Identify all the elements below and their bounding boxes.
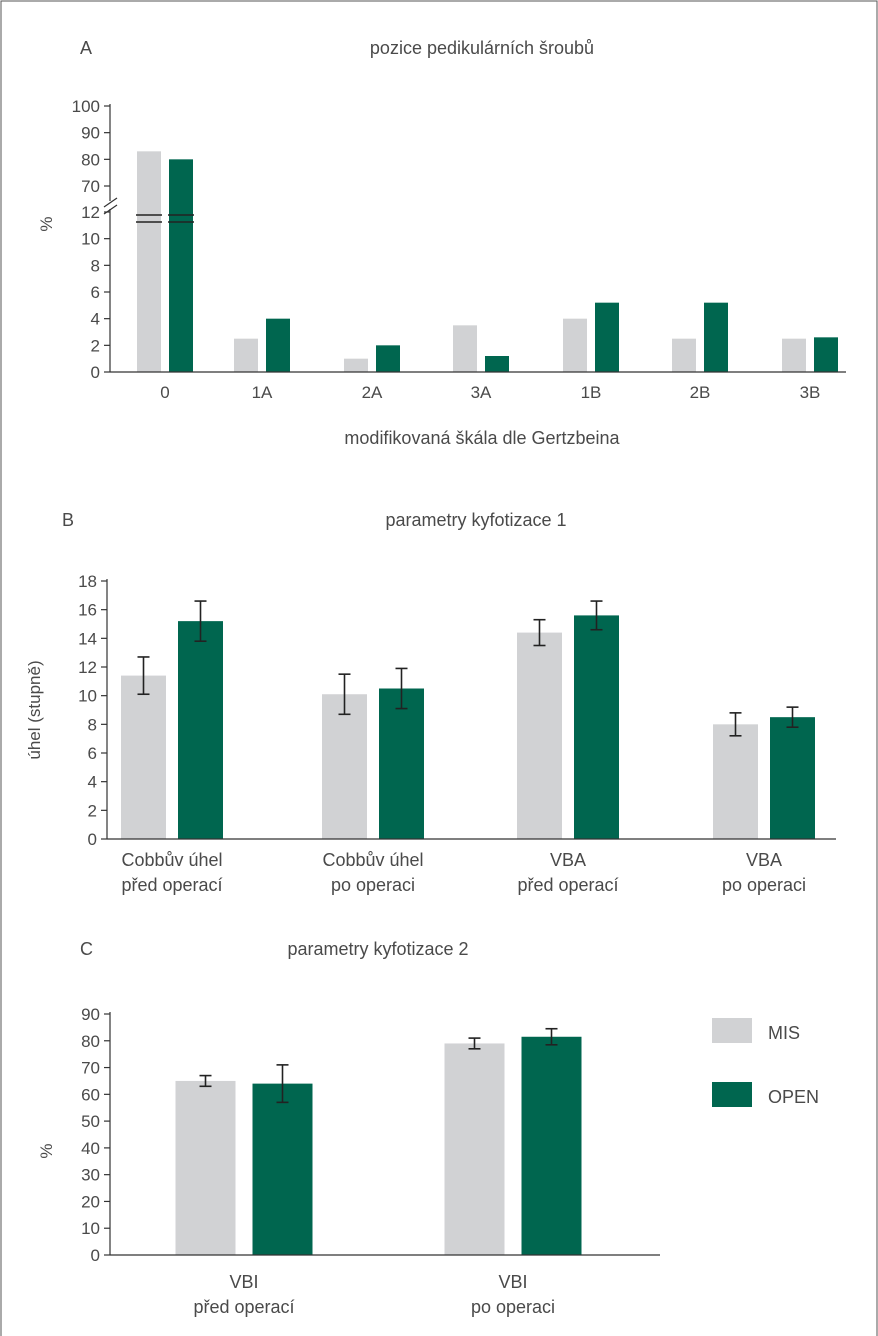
bar-mis <box>713 724 758 839</box>
y-tick-label: 100 <box>72 97 100 116</box>
y-tick-label: 16 <box>78 601 97 620</box>
y-tick-label: 40 <box>81 1139 100 1158</box>
y-tick-label: 90 <box>81 1005 100 1024</box>
bar-open-1a <box>266 318 290 372</box>
legend-swatch-mis <box>712 1018 752 1043</box>
y-tick-label: 10 <box>78 687 97 706</box>
chart-title-c: parametry kyfotizace 2 <box>287 939 468 959</box>
y-tick-label: 8 <box>91 256 100 275</box>
y-tick-label: 20 <box>81 1192 100 1211</box>
bar-mis-3b <box>782 338 806 372</box>
chart-title-b: parametry kyfotizace 1 <box>385 510 566 530</box>
panel-letter-b: B <box>62 510 74 530</box>
bar-open <box>379 688 424 839</box>
bar-open <box>574 615 619 839</box>
bar-open <box>252 1083 313 1255</box>
bar-open-3a <box>485 356 509 372</box>
x-tick-label: 3A <box>471 383 492 402</box>
legend-swatch-open <box>712 1082 752 1107</box>
axis-break-mark <box>103 204 118 215</box>
axis-break-mark <box>103 197 118 208</box>
x-axis-label-a: modifikovaná škála dle Gertzbeina <box>344 428 620 448</box>
y-tick-label: 30 <box>81 1166 100 1185</box>
y-tick-label: 0 <box>91 1246 100 1265</box>
y-tick-label: 70 <box>81 177 100 196</box>
bar-open-1b <box>595 302 619 372</box>
y-tick-label: 80 <box>81 150 100 169</box>
bar-mis <box>121 675 166 839</box>
x-tick-label: 3B <box>800 383 821 402</box>
y-tick-label: 12 <box>81 203 100 222</box>
x-tick-label-line2: po operaci <box>471 1297 555 1317</box>
bar-mis-2a <box>344 358 368 372</box>
y-tick-label: 0 <box>91 363 100 382</box>
x-tick-label-line2: před operací <box>517 875 618 895</box>
y-tick-label: 10 <box>81 1219 100 1238</box>
y-tick-label: 4 <box>88 773 97 792</box>
bar-mis-1b <box>563 318 587 372</box>
panel-letter-a: A <box>80 38 92 58</box>
x-tick-label-line1: VBI <box>229 1272 258 1292</box>
y-tick-label: 12 <box>78 658 97 677</box>
bar-mis-0 <box>137 151 161 372</box>
chart-panel-c: C parametry kyfotizace 2 % 0 10 20 30 40 50 60… <box>37 939 660 1317</box>
chart-title-a: pozice pedikulárních šroubů <box>370 38 594 58</box>
y-axis-label-b: úhel (stupně) <box>25 660 44 759</box>
bar-open-3b <box>814 337 838 372</box>
y-tick-label: 4 <box>91 310 100 329</box>
bar-open <box>521 1036 582 1255</box>
x-tick-label-line2: před operací <box>121 875 222 895</box>
legend-label-open: OPEN <box>768 1087 819 1107</box>
bar-mis <box>175 1080 236 1255</box>
y-axis-label-a: % <box>37 216 56 231</box>
x-tick-label: 0 <box>160 383 169 402</box>
bar-mis-1a <box>234 338 258 372</box>
y-tick-label: 2 <box>91 336 100 355</box>
x-tick-label: 1B <box>581 383 602 402</box>
y-tick-label: 90 <box>81 124 100 143</box>
x-tick-label-line1: Cobbův úhel <box>121 850 222 870</box>
bar-mis <box>444 1043 505 1255</box>
y-tick-label: 0 <box>88 830 97 849</box>
y-tick-label: 10 <box>81 230 100 249</box>
x-tick-label-line1: VBA <box>746 850 782 870</box>
x-tick-label-line2: po operaci <box>722 875 806 895</box>
bar-mis-3a <box>453 325 477 372</box>
bar-open-2a <box>376 345 400 372</box>
bar-open-0 <box>169 159 193 372</box>
bar-mis <box>322 694 367 839</box>
x-tick-label-line1: VBI <box>498 1272 527 1292</box>
x-tick-label: 1A <box>252 383 273 402</box>
bar-open <box>178 621 223 839</box>
bar-open <box>770 717 815 839</box>
y-tick-label: 6 <box>88 744 97 763</box>
y-tick-label: 8 <box>88 715 97 734</box>
x-tick-label-line2: před operací <box>193 1297 294 1317</box>
y-tick-label: 18 <box>78 572 97 591</box>
x-tick-label-line2: po operaci <box>331 875 415 895</box>
bar-mis <box>517 632 562 839</box>
y-tick-label: 6 <box>91 283 100 302</box>
legend: MIS OPEN <box>712 1018 819 1107</box>
x-tick-label-line1: VBA <box>550 850 586 870</box>
y-tick-label: 2 <box>88 801 97 820</box>
x-tick-label: 2B <box>690 383 711 402</box>
x-tick-label-line1: Cobbův úhel <box>322 850 423 870</box>
bar-mis-2b <box>672 338 696 372</box>
y-tick-label: 60 <box>81 1085 100 1104</box>
panel-letter-c: C <box>80 939 93 959</box>
y-tick-label: 80 <box>81 1032 100 1051</box>
chart-panel-b: B parametry kyfotizace 1 úhel (stupně) 0… <box>25 510 836 895</box>
bar-open-2b <box>704 302 728 372</box>
x-tick-label: 2A <box>362 383 383 402</box>
chart-panel-a: A pozice pedikulárních šroubů % modifiko… <box>37 38 846 448</box>
y-tick-label: 50 <box>81 1112 100 1131</box>
y-tick-label: 14 <box>78 629 97 648</box>
legend-label-mis: MIS <box>768 1023 800 1043</box>
y-axis-label-c: % <box>37 1143 56 1158</box>
y-tick-label: 70 <box>81 1059 100 1078</box>
